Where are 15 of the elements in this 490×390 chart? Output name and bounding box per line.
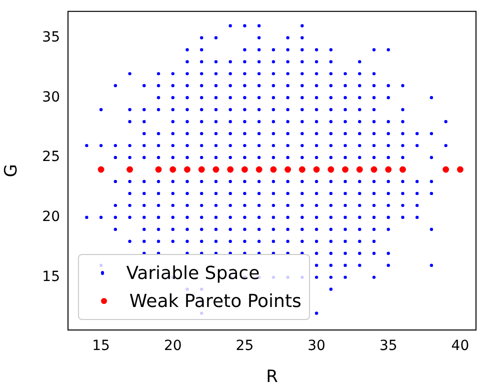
y-tick-label: 25 <box>42 149 60 166</box>
x-tick-label: 25 <box>236 338 254 354</box>
legend-label: Weak Pareto Points <box>129 290 302 312</box>
x-tick-label: 15 <box>92 338 110 354</box>
x-tick-label: 40 <box>451 338 470 354</box>
x-tick-label: 30 <box>308 338 326 354</box>
y-tick-label: 30 <box>42 89 60 106</box>
x-axis-title: R <box>266 367 278 388</box>
y-tick-label: 35 <box>42 29 60 46</box>
legend-label: Variable Space <box>126 262 260 284</box>
x-tick-label: 35 <box>379 338 398 354</box>
y-axis-title: G <box>2 164 22 178</box>
y-tick-label: 20 <box>42 209 60 226</box>
x-tick-label: 20 <box>164 338 182 354</box>
y-tick-label: 15 <box>42 268 60 285</box>
